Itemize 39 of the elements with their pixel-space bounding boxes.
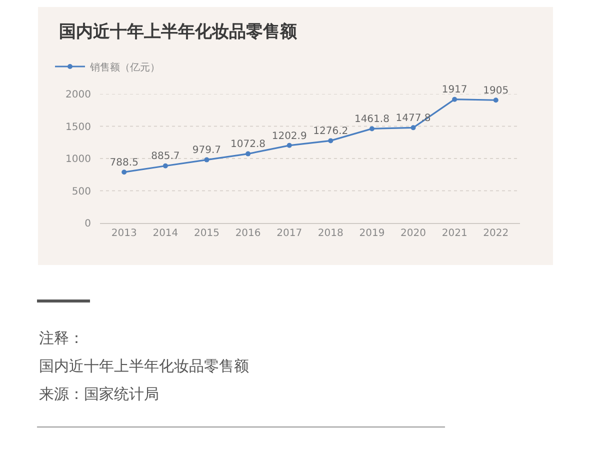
data-label: 1905: [483, 86, 509, 97]
point: [246, 151, 251, 156]
text: 国内近十年上半年化妆品零售额: [39, 357, 249, 375]
text: 注释：: [39, 329, 84, 347]
y-tick-label: 0: [84, 218, 91, 230]
point: [410, 125, 416, 130]
point: [122, 170, 127, 175]
x-tick-label: 2018: [318, 228, 344, 239]
x-tick-label: 2013: [111, 228, 137, 239]
data-label: 1202.9: [272, 130, 307, 142]
point: [328, 138, 334, 144]
point: [286, 142, 292, 148]
y-tick-label: 1000: [66, 154, 91, 165]
data-label: 788.5: [110, 158, 138, 169]
chart-title: 国内近十年上半年化妆品零售额: [59, 22, 298, 42]
x-tick-label: 2016: [235, 228, 261, 239]
data-label: 1461.8: [354, 114, 390, 126]
legend-label: 销售额（亿元）: [89, 61, 160, 74]
data-label: 1917: [442, 84, 468, 96]
x-tick-label: 2014: [152, 228, 178, 239]
source-note: 来源：国家统计局: [39, 385, 159, 403]
y-tick-label: 1500: [66, 122, 91, 133]
x-tick-label: 2017: [276, 228, 302, 239]
x-tick-label: 2015: [194, 228, 220, 239]
point: [162, 163, 168, 168]
data-label: 885.7: [151, 151, 180, 162]
point: [204, 157, 210, 162]
x-tick-label: 2022: [483, 228, 509, 239]
x-tick-label: 2019: [359, 228, 385, 239]
point: [493, 98, 498, 103]
point: [452, 96, 458, 102]
point: [369, 126, 374, 132]
y-tick-label: 500: [72, 186, 91, 198]
data-label: 979.7: [192, 145, 222, 156]
x-tick-label: 2021: [442, 228, 468, 239]
data-label: 1276.2: [313, 126, 348, 138]
x-tick-label: 2020: [400, 228, 426, 239]
data-label: 1072.8: [230, 139, 266, 150]
y-tick-label: 2000: [66, 90, 91, 100]
